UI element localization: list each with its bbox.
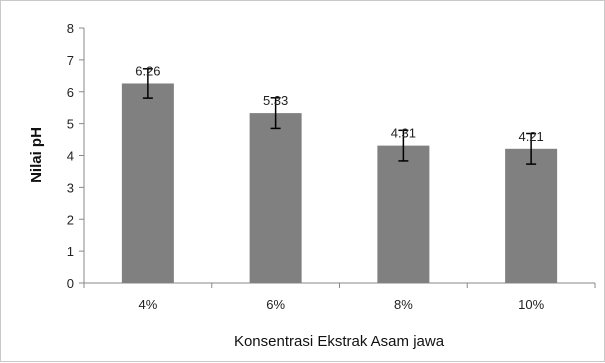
y-tick-label: 4 — [67, 149, 74, 164]
y-tick-label: 5 — [67, 117, 74, 132]
y-axis-title: Nilai pH — [28, 127, 45, 183]
data-label: 5.33 — [263, 93, 288, 108]
data-label: 6.26 — [135, 63, 160, 78]
y-tick-label: 0 — [67, 276, 74, 291]
y-tick-label: 7 — [67, 53, 74, 68]
y-tick-label: 8 — [67, 21, 74, 36]
y-tick-label: 3 — [67, 180, 74, 195]
x-axis-title: Konsentrasi Ekstrak Asam jawa — [234, 333, 445, 350]
data-label: 4.31 — [391, 126, 416, 141]
bar — [505, 148, 558, 283]
y-tick-label: 6 — [67, 85, 74, 100]
data-label: 4.21 — [518, 129, 543, 144]
bar — [249, 113, 302, 283]
bar — [121, 83, 174, 284]
x-tick-label: 8% — [394, 297, 413, 312]
y-tick-label: 1 — [67, 244, 74, 259]
y-tick-label: 2 — [67, 212, 74, 227]
x-tick-label: 6% — [266, 297, 285, 312]
bar — [377, 145, 430, 283]
x-tick-label: 4% — [138, 297, 157, 312]
x-tick-label: 10% — [518, 297, 544, 312]
